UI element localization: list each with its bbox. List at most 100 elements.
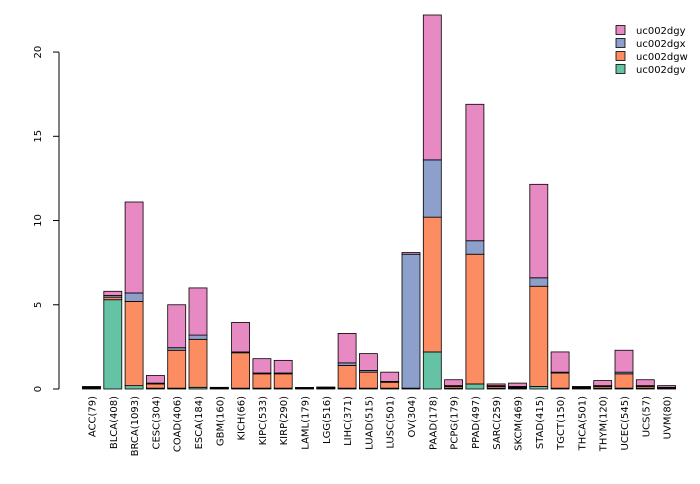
legend: uc002dgy uc002dgx uc002dgw uc002dgv (615, 25, 688, 76)
x-category-label: PAAD(178) (428, 396, 439, 450)
x-category-label: UCS(57) (641, 396, 652, 437)
bar-stack (465, 103, 485, 390)
y-tick-label: 5 (33, 302, 44, 308)
legend-label-uc002dgx: uc002dgx (636, 39, 686, 50)
bar-stack (209, 386, 229, 390)
x-category-label: PCPG(179) (450, 396, 461, 450)
bar-segment-uc002dgw (380, 381, 400, 389)
bar-segment-uc002dgw (124, 300, 144, 387)
bar-stack (124, 201, 144, 390)
x-category-label: STAD(415) (535, 396, 546, 449)
bar-segment-uc002dgy (337, 333, 357, 364)
x-category-label: ESCA(184) (194, 396, 205, 449)
y-tick-label: 20 (33, 46, 44, 59)
bar-segment-uc002dgy (124, 201, 144, 294)
bar-segment-uc002dgw (145, 383, 165, 389)
legend-label-uc002dgy: uc002dgy (636, 26, 686, 37)
x-category-label: LUSC(501) (386, 396, 397, 449)
bar-stack (316, 386, 336, 390)
bar-segment-uc002dgx (401, 253, 421, 389)
bar-segment-uc002dgy (614, 349, 634, 373)
bar-segment-uc002dgv (103, 299, 123, 390)
x-category-label: KIRP(290) (279, 396, 290, 445)
y-tick-label: 0 (33, 386, 44, 392)
legend-swatch-uc002dgv (615, 64, 626, 74)
x-category-label: THCA(501) (577, 396, 588, 451)
bar-segment-uc002dgy (657, 385, 676, 388)
y-axis: 0 5 10 15 20 (33, 46, 60, 392)
bar-segment-uc002dgv (422, 351, 442, 390)
bar-stack (103, 290, 123, 390)
bar-stack (337, 333, 357, 390)
bar-segment-uc002dgy (209, 386, 229, 389)
bar-stack (657, 385, 676, 390)
bar-segment-uc002dgv (124, 385, 144, 390)
bar-stack (593, 380, 613, 390)
bar-segment-uc002dgy (444, 379, 464, 387)
bar-segment-uc002dgy (380, 371, 400, 382)
y-tick-label: 15 (33, 130, 44, 143)
bar-segment-uc002dgy (358, 353, 378, 371)
x-category-label: PPAD(497) (471, 396, 482, 449)
bar-stack (444, 379, 464, 390)
bar-segment-uc002dgy (550, 351, 570, 373)
bar-stack (273, 359, 293, 390)
bar-segment-uc002dgy (465, 103, 485, 242)
x-category-label: KIPC(533) (258, 396, 269, 446)
x-category-label: GBM(160) (215, 396, 226, 446)
bar-segment-uc002dgy (82, 386, 101, 388)
bar-stack (252, 358, 272, 390)
bars (82, 14, 676, 390)
bar-stack (422, 14, 442, 390)
bar-segment-uc002dgy (529, 183, 549, 279)
bar-segment-uc002dgy (572, 386, 591, 388)
bar-stack (295, 387, 314, 390)
bar-segment-uc002dgx (124, 292, 144, 302)
bar-stack (380, 371, 400, 390)
x-category-label: SARC(259) (492, 396, 503, 450)
x-category-label: BRCA(1093) (130, 396, 141, 456)
legend-swatch-uc002dgy (615, 25, 626, 35)
bar-segment-uc002dgy (486, 383, 506, 387)
bar-segment-uc002dgw (337, 365, 357, 389)
bar-stack (82, 386, 101, 390)
x-category-label: SKCM(469) (514, 396, 525, 451)
bar-segment-uc002dgy (422, 14, 442, 161)
x-category-label: UCEC(545) (620, 396, 631, 451)
x-category-label: BLCA(408) (109, 396, 120, 449)
bar-stack (572, 386, 591, 390)
bar-segment-uc002dgw (614, 373, 634, 389)
bar-stack (529, 183, 549, 390)
x-category-label: LIHC(371) (343, 396, 354, 446)
bar-stack (401, 252, 421, 390)
bar-segment-uc002dgy (273, 359, 293, 374)
bar-segment-uc002dgy (316, 386, 336, 389)
bar-segment-uc002dgy (508, 382, 527, 387)
bar-segment-uc002dgv (465, 383, 485, 390)
bar-segment-uc002dgw (358, 371, 378, 389)
bar-segment-uc002dgy (167, 304, 187, 349)
x-category-label: LAML(179) (301, 396, 312, 450)
bar-segment-uc002dgw (252, 373, 272, 389)
bar-segment-uc002dgx (465, 240, 485, 255)
bar-stack (145, 375, 165, 390)
bar-stack (188, 287, 208, 390)
x-category-label: LUAD(515) (364, 396, 375, 450)
x-category-label: TGCT(150) (556, 396, 567, 451)
bar-stack (486, 383, 506, 390)
legend-label-uc002dgw: uc002dgw (636, 52, 688, 63)
bar-stack (167, 304, 187, 390)
bar-segment-uc002dgw (273, 373, 293, 389)
x-category-label: ACC(79) (88, 396, 99, 437)
legend-label-uc002dgv: uc002dgv (636, 65, 686, 76)
bar-stack (358, 353, 378, 390)
bar-segment-uc002dgw (550, 372, 570, 389)
bar-stack (635, 379, 655, 390)
bar-segment-uc002dgw (188, 338, 208, 388)
x-category-label: LGG(516) (322, 396, 333, 444)
bar-segment-uc002dgy (188, 287, 208, 336)
bar-segment-uc002dgy (252, 358, 272, 374)
bar-stack (508, 382, 527, 390)
legend-swatch-uc002dgx (615, 38, 626, 48)
legend-swatch-uc002dgw (615, 51, 626, 61)
